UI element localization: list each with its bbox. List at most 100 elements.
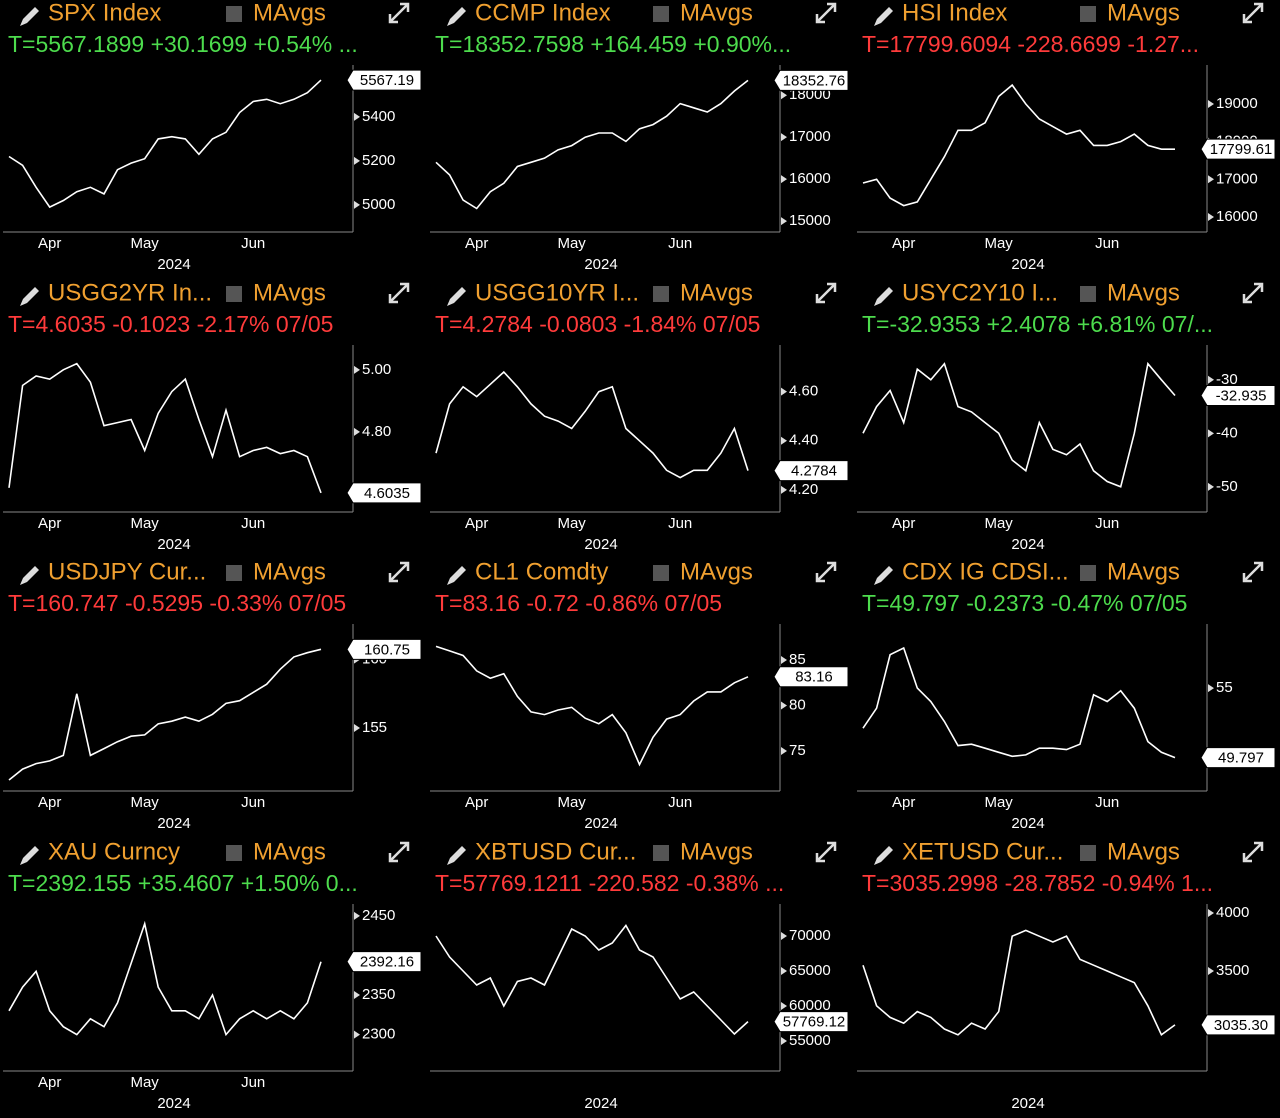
x-tick-label: May	[130, 235, 159, 252]
price-line	[862, 361, 1176, 488]
chart-panel: SPX Index MAvgs T=5567.1899 +30.1699 +0.54…	[3, 0, 422, 273]
price-line	[435, 79, 749, 210]
y-tick-label: 4.60	[789, 383, 818, 400]
y-tick	[781, 931, 787, 940]
y-tick	[781, 746, 787, 755]
edit-icon[interactable]	[447, 7, 466, 26]
chart-panel: XAU Curncy MAvgs T=2392.155 +35.4607 +1.50…	[3, 838, 422, 1112]
last-value-label: 4.6035	[364, 485, 410, 502]
expand-icon[interactable]	[388, 2, 410, 24]
x-tick-label: Jun	[668, 235, 692, 252]
edit-icon[interactable]	[447, 566, 466, 585]
y-tick-label: 60000	[789, 997, 831, 1014]
mavgs-label: MAvgs	[1107, 838, 1180, 865]
expand-icon[interactable]	[388, 841, 410, 863]
x-axis-label: 2024	[157, 536, 190, 553]
quote-line: T=17799.6094 -228.6699 -1.27...	[862, 31, 1199, 57]
y-tick-label: 2300	[362, 1026, 395, 1043]
edit-icon[interactable]	[447, 287, 466, 306]
mavgs-checkbox[interactable]	[226, 6, 242, 22]
last-value-box	[773, 460, 849, 482]
mavgs-label: MAvgs	[680, 279, 753, 306]
y-tick	[354, 200, 360, 209]
expand-icon[interactable]	[1242, 841, 1264, 863]
edit-icon[interactable]	[20, 287, 39, 306]
mavgs-label: MAvgs	[253, 838, 326, 865]
x-tick-label: Jun	[1095, 794, 1119, 811]
y-tick-label: 75	[789, 742, 806, 759]
mavgs-checkbox[interactable]	[226, 565, 242, 581]
chart-panel: XETUSD Cur... MAvgs T=3035.2998 -28.7852 -…	[857, 838, 1276, 1112]
y-tick	[781, 91, 787, 100]
x-tick-label: May	[130, 794, 159, 811]
expand-icon[interactable]	[388, 282, 410, 304]
last-value-box	[346, 951, 422, 973]
mavgs-checkbox[interactable]	[226, 845, 242, 861]
y-tick	[1208, 175, 1214, 184]
chart-title: USGG2YR In...	[48, 279, 212, 306]
y-tick-label: 19000	[1216, 95, 1258, 112]
y-tick-label: -40	[1216, 424, 1238, 441]
y-tick	[781, 656, 787, 665]
mavgs-checkbox[interactable]	[1080, 6, 1096, 22]
x-tick-label: Apr	[465, 235, 488, 252]
edit-icon[interactable]	[447, 846, 466, 865]
x-tick-label: Jun	[241, 794, 265, 811]
x-axis-label: 2024	[584, 256, 617, 273]
x-tick-label: Apr	[892, 235, 915, 252]
quote-line: T=3035.2998 -28.7852 -0.94% 1...	[862, 870, 1213, 896]
mavgs-checkbox[interactable]	[1080, 565, 1096, 581]
x-tick-label: May	[557, 235, 586, 252]
y-tick	[781, 966, 787, 975]
y-tick	[1208, 482, 1214, 491]
mavgs-label: MAvgs	[253, 0, 326, 26]
expand-icon[interactable]	[815, 2, 837, 24]
edit-icon[interactable]	[874, 7, 893, 26]
y-tick-label: 5200	[362, 152, 395, 169]
chart-title: XAU Curncy	[48, 838, 180, 865]
quote-line: T=83.16 -0.72 -0.86% 07/05	[435, 590, 722, 616]
x-tick-label: Apr	[465, 515, 488, 532]
y-tick-label: 85	[789, 651, 806, 668]
y-tick-label: 2450	[362, 907, 395, 924]
last-value-box	[773, 666, 849, 688]
quote-line: T=18352.7598 +164.459 +0.90%...	[435, 31, 791, 57]
mavgs-checkbox[interactable]	[653, 565, 669, 581]
chart-title: HSI Index	[902, 0, 1007, 26]
mavgs-checkbox[interactable]	[1080, 286, 1096, 302]
y-tick-label: 2350	[362, 986, 395, 1003]
expand-icon[interactable]	[1242, 282, 1264, 304]
edit-icon[interactable]	[20, 566, 39, 585]
expand-icon[interactable]	[815, 282, 837, 304]
y-tick-label: 5.00	[362, 361, 391, 378]
expand-icon[interactable]	[815, 841, 837, 863]
last-value-label: 5567.19	[360, 72, 414, 89]
y-tick-label: 4.20	[789, 481, 818, 498]
mavgs-checkbox[interactable]	[1080, 845, 1096, 861]
quote-line: T=5567.1899 +30.1699 +0.54% ...	[8, 31, 358, 57]
edit-icon[interactable]	[20, 7, 39, 26]
last-value-label: 160.75	[364, 641, 410, 658]
quote-line: T=160.747 -0.5295 -0.33% 07/05	[8, 590, 346, 616]
y-tick-label: 5000	[362, 196, 395, 213]
edit-icon[interactable]	[20, 846, 39, 865]
x-axis-label: 2024	[1011, 815, 1044, 832]
expand-icon[interactable]	[1242, 2, 1264, 24]
x-tick-label: Jun	[1095, 235, 1119, 252]
mavgs-checkbox[interactable]	[653, 6, 669, 22]
mavgs-label: MAvgs	[680, 0, 753, 26]
mavgs-label: MAvgs	[1107, 0, 1180, 26]
mavgs-checkbox[interactable]	[226, 286, 242, 302]
x-axis-label: 2024	[1011, 536, 1044, 553]
edit-icon[interactable]	[874, 846, 893, 865]
expand-icon[interactable]	[1242, 561, 1264, 583]
edit-icon[interactable]	[874, 287, 893, 306]
mavgs-checkbox[interactable]	[653, 845, 669, 861]
quote-line: T=57769.1211 -220.582 -0.38% ...	[435, 870, 784, 896]
edit-icon[interactable]	[874, 566, 893, 585]
expand-icon[interactable]	[815, 561, 837, 583]
x-tick-label: Apr	[38, 515, 61, 532]
last-value-box	[346, 482, 422, 504]
mavgs-checkbox[interactable]	[653, 286, 669, 302]
expand-icon[interactable]	[388, 561, 410, 583]
